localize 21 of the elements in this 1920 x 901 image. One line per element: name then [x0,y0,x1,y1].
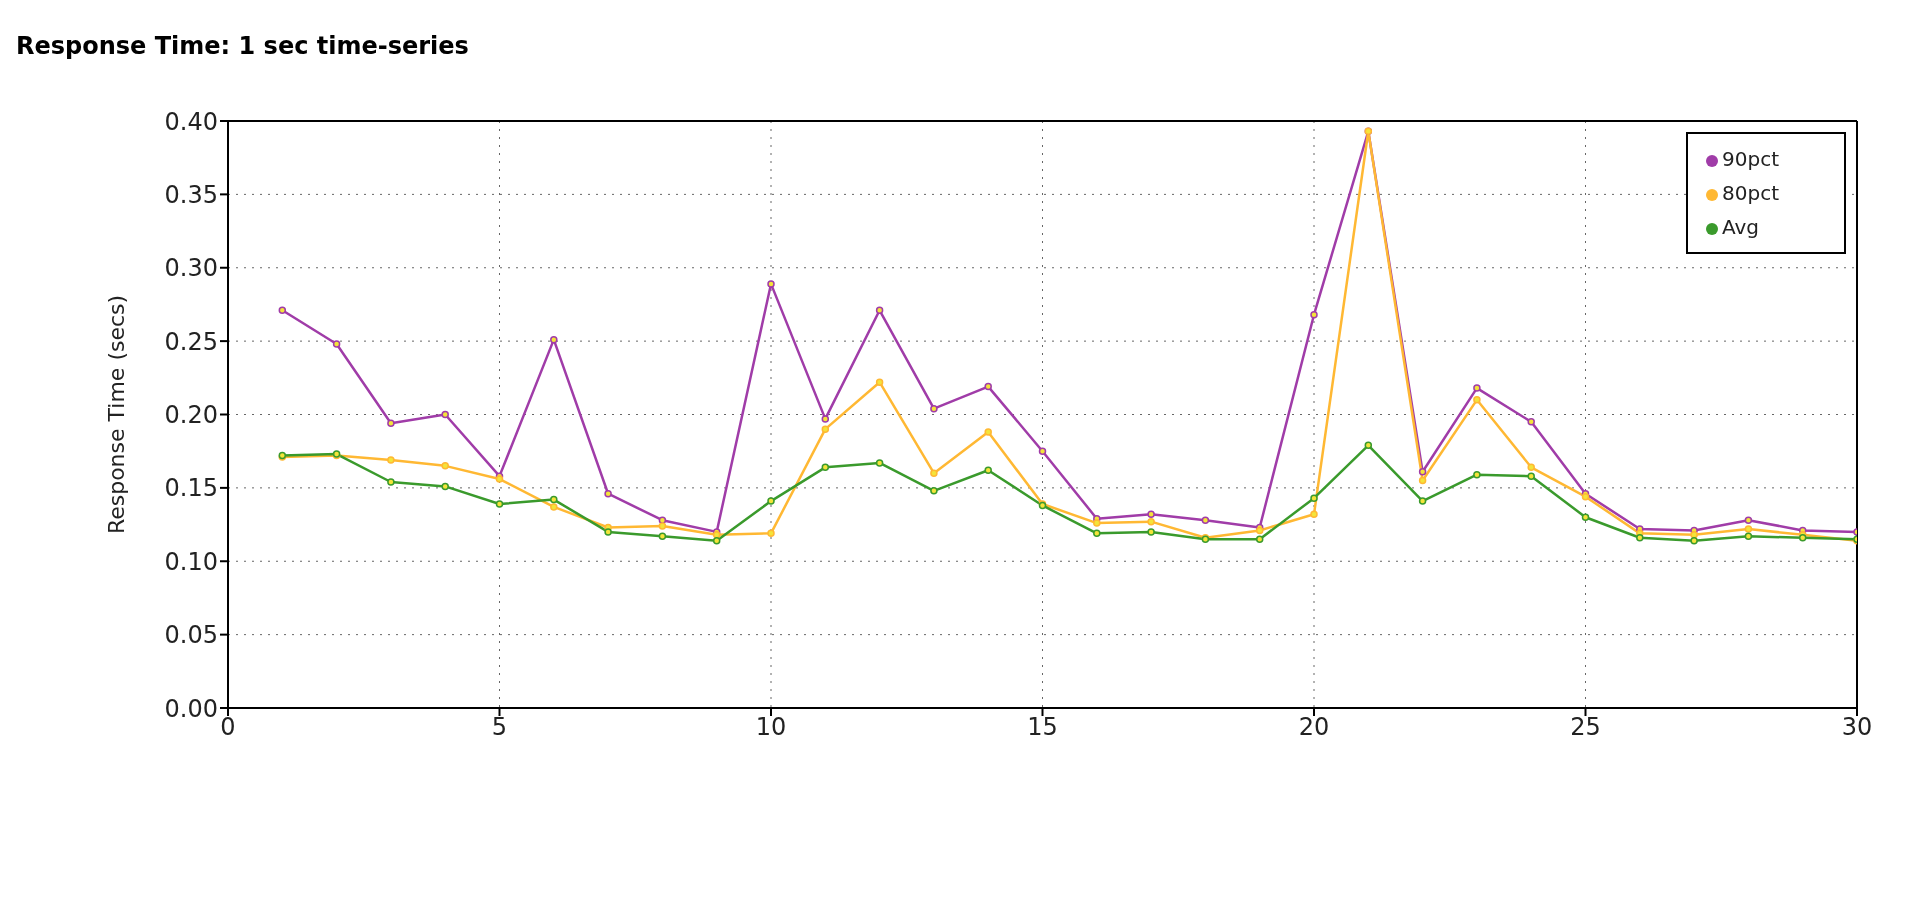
y-tick-label: 0.20 [164,401,218,430]
legend-label: Avg [1722,215,1760,239]
chart-title: Response Time: 1 sec time-series [16,32,470,60]
y-tick-label: 0.30 [164,254,218,283]
y-tick-label: 0.05 [164,621,218,650]
legend-label: 80pct [1722,181,1779,205]
x-tick-label: 5 [491,713,508,742]
y-tick-label: 0.35 [164,180,218,209]
x-tick-label: 10 [755,713,787,742]
y-axis-title: Response Time (secs) [103,294,129,535]
y-tick-label: 0.40 [164,107,218,136]
y-tick-label: 0.00 [164,694,218,723]
y-tick-label: 0.15 [164,474,218,503]
x-tick-label: 20 [1298,713,1330,742]
x-tick-label: 15 [1027,713,1058,742]
y-tick-label: 0.10 [164,547,218,576]
x-tick-label: 30 [1841,713,1873,742]
x-tick-label: 25 [1570,713,1601,742]
y-tick-label: 0.25 [164,327,218,356]
legend-label: 90pct [1722,147,1779,171]
x-tick-label: 0 [220,713,236,742]
